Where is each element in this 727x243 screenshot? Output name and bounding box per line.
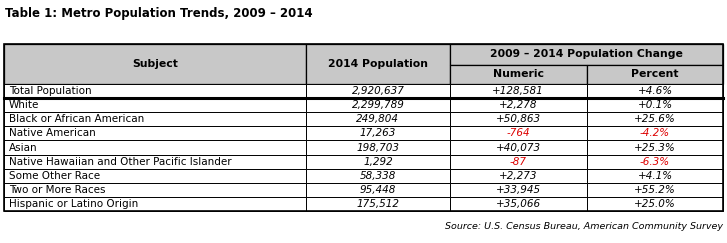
Text: +55.2%: +55.2%: [634, 185, 676, 195]
Text: +40,073: +40,073: [496, 143, 541, 153]
Text: White: White: [9, 100, 39, 110]
Text: 2,920,637: 2,920,637: [351, 86, 404, 96]
Text: Table 1: Metro Population Trends, 2009 – 2014: Table 1: Metro Population Trends, 2009 –…: [5, 7, 313, 20]
Text: Native American: Native American: [9, 128, 95, 138]
Text: 2009 – 2014 Population Change: 2009 – 2014 Population Change: [490, 49, 683, 59]
Text: 2014 Population: 2014 Population: [328, 59, 428, 69]
Text: 2,299,789: 2,299,789: [351, 100, 404, 110]
Text: Hispanic or Latino Origin: Hispanic or Latino Origin: [9, 199, 138, 209]
Text: 198,703: 198,703: [356, 143, 399, 153]
Text: +4.1%: +4.1%: [638, 171, 672, 181]
Text: 58,338: 58,338: [360, 171, 396, 181]
Text: Some Other Race: Some Other Race: [9, 171, 100, 181]
Text: Black or African American: Black or African American: [9, 114, 144, 124]
Text: +25.6%: +25.6%: [634, 114, 676, 124]
Text: -6.3%: -6.3%: [640, 157, 670, 167]
Text: +50,863: +50,863: [496, 114, 541, 124]
Text: -87: -87: [510, 157, 527, 167]
Text: 175,512: 175,512: [356, 199, 399, 209]
Text: +4.6%: +4.6%: [638, 86, 672, 96]
Text: +128,581: +128,581: [492, 86, 544, 96]
Text: Numeric: Numeric: [493, 69, 544, 79]
Text: +2,278: +2,278: [499, 100, 537, 110]
Text: +25.3%: +25.3%: [634, 143, 676, 153]
Text: +2,273: +2,273: [499, 171, 537, 181]
Text: 249,804: 249,804: [356, 114, 399, 124]
Text: Source: U.S. Census Bureau, American Community Survey: Source: U.S. Census Bureau, American Com…: [446, 222, 723, 231]
Text: Subject: Subject: [132, 59, 177, 69]
Text: +35,066: +35,066: [496, 199, 541, 209]
Text: 17,263: 17,263: [360, 128, 396, 138]
Text: +25.0%: +25.0%: [634, 199, 676, 209]
Text: Percent: Percent: [631, 69, 679, 79]
Text: -764: -764: [507, 128, 530, 138]
Text: +33,945: +33,945: [496, 185, 541, 195]
Text: Two or More Races: Two or More Races: [9, 185, 105, 195]
Text: -4.2%: -4.2%: [640, 128, 670, 138]
Text: Total Population: Total Population: [9, 86, 92, 96]
Text: Native Hawaiian and Other Pacific Islander: Native Hawaiian and Other Pacific Island…: [9, 157, 231, 167]
Text: 1,292: 1,292: [363, 157, 393, 167]
Text: 95,448: 95,448: [360, 185, 396, 195]
Text: +0.1%: +0.1%: [638, 100, 672, 110]
Text: Asian: Asian: [9, 143, 37, 153]
